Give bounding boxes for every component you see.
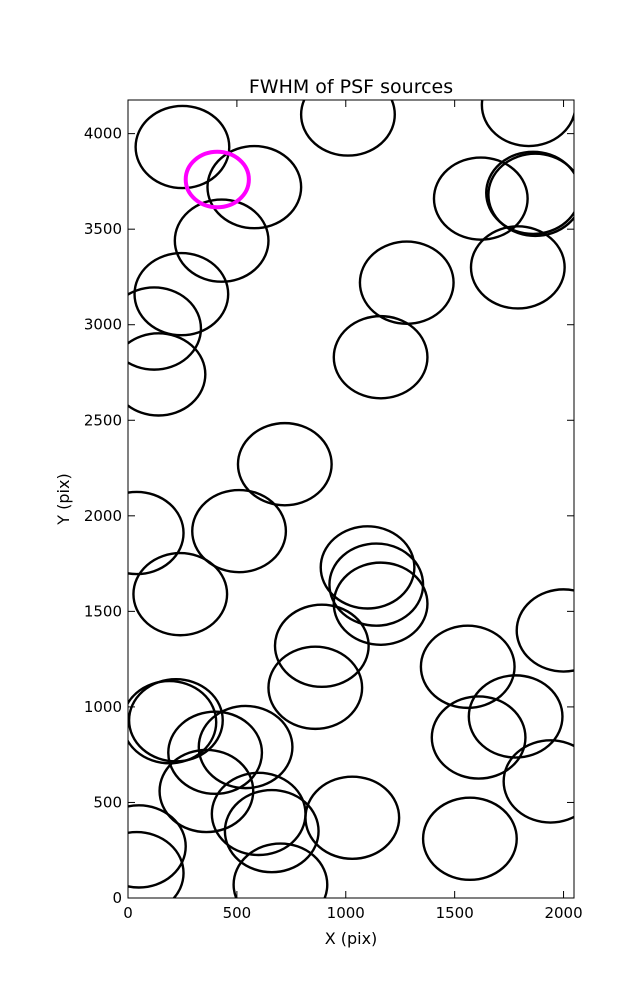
y-tick-label-1000: 1000 [84,698,122,716]
source-marker-5 [128,332,207,417]
x-axis-label: X (pix) [325,929,378,948]
x-tick-label-500: 500 [223,904,252,922]
source-marker-20 [332,561,429,647]
source-marker-18 [319,525,416,610]
source-marker-0 [134,104,231,190]
source-marker-34 [430,695,527,780]
source-marker-6 [299,100,396,157]
source-marker-13 [469,225,566,310]
source-marker-24 [515,588,574,673]
source-marker-14 [236,421,333,507]
source-marker-2 [173,198,270,283]
y-tick-label-3000: 3000 [84,316,122,334]
source-marker-8 [332,314,429,400]
source-marker-37 [128,804,187,889]
y-axis-label: Y (pix) [54,473,73,525]
source-marker-39 [232,842,329,898]
source-marker-15 [128,490,185,576]
source-marker-7 [358,240,455,325]
plot-frame [127,99,575,899]
marker-layer [128,100,574,898]
source-marker-10 [432,156,529,241]
source-marker-25 [128,678,224,763]
x-tick-label-1000: 1000 [327,904,365,922]
y-tick-label-500: 500 [93,793,122,811]
source-marker-38 [128,830,185,898]
source-marker-36 [421,796,518,882]
source-marker-31 [223,788,320,874]
source-marker-35 [502,739,574,824]
source-marker-33 [467,674,564,759]
axis-layer: 0 500 1000 1500 2000 0 500 1000 1500 2000 2500 3000… [84,100,583,922]
source-marker-21 [273,603,370,689]
source-marker-17 [132,551,229,637]
x-tick-label-1500: 1500 [436,904,474,922]
y-tick-label-1500: 1500 [84,602,122,620]
source-marker-23 [419,624,516,710]
chart-title: FWHM of PSF sources [249,76,453,98]
x-tick-label-0: 0 [123,904,133,922]
source-marker-12 [487,152,574,238]
source-marker-11 [485,150,574,236]
source-marker-4 [128,286,203,371]
source-marker-9 [480,100,574,148]
x-tick-label-2000: 2000 [544,904,582,922]
source-marker-32 [304,775,401,861]
source-marker-27 [197,704,294,790]
y-tick-label-4000: 4000 [84,125,122,143]
y-tick-label-2000: 2000 [84,507,122,525]
y-tick-label-2500: 2500 [84,411,122,429]
source-marker-16 [191,488,288,574]
source-marker-1 [206,144,303,230]
y-tick-label-3500: 3500 [84,220,122,238]
source-marker-29 [158,748,255,834]
y-tick-label-0: 0 [112,889,122,907]
source-marker-3 [133,251,230,337]
highlighted-source-marker-0 [183,149,251,210]
source-marker-22 [267,645,364,731]
source-marker-28 [167,710,264,796]
